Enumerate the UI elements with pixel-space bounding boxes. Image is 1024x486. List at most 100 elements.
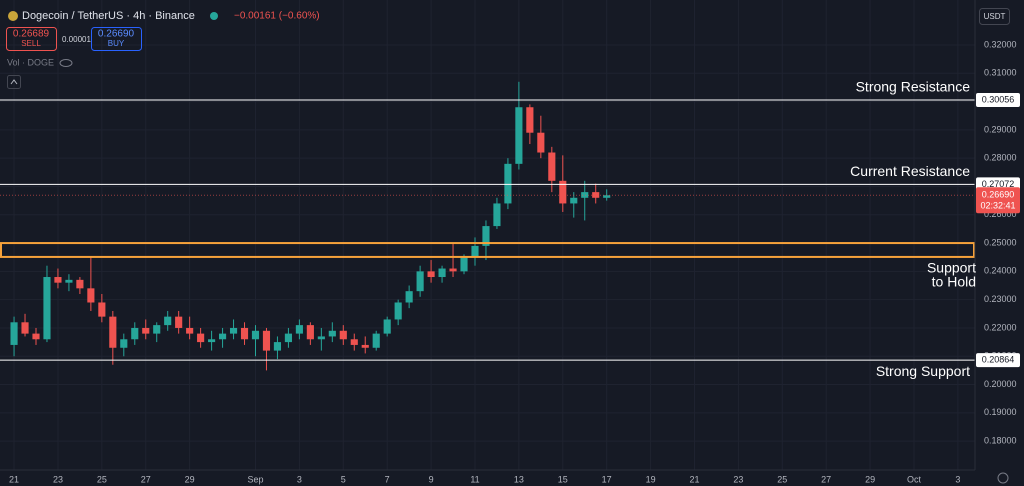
- candle-body: [10, 322, 18, 345]
- x-tick-label: 21: [689, 474, 699, 484]
- x-tick-label: 29: [185, 474, 195, 484]
- x-tick-label: 9: [429, 474, 434, 484]
- candle-body: [251, 330, 260, 340]
- candle-body: [548, 152, 556, 181]
- sell-label[interactable]: SELL: [21, 39, 41, 48]
- candle-body: [43, 277, 51, 340]
- x-tick-label: 25: [97, 474, 107, 484]
- currency-button[interactable]: [979, 8, 1010, 25]
- buy-price[interactable]: 0.26690: [98, 29, 135, 40]
- market-status: [210, 12, 218, 20]
- candle-body: [339, 330, 347, 340]
- candle-body: [504, 163, 512, 204]
- buy-button[interactable]: [91, 27, 142, 51]
- candle-body: [372, 333, 380, 348]
- x-tick-label: Oct: [907, 474, 922, 484]
- candle-body: [427, 271, 435, 278]
- x-tick-label: 13: [514, 474, 524, 484]
- y-tick-label: 0.24000: [984, 266, 1017, 276]
- candle-body: [21, 322, 29, 334]
- buy-label[interactable]: BUY: [108, 39, 125, 48]
- candle-body: [262, 330, 271, 351]
- level-price-label: 0.30056: [982, 94, 1015, 104]
- last-price-tag: [976, 187, 1020, 214]
- level-price-label: 0.20864: [982, 354, 1015, 364]
- candle-body: [32, 333, 40, 340]
- spread: 0.00001: [62, 35, 91, 44]
- candle-body: [416, 271, 424, 292]
- level-label: Strong Support: [876, 363, 970, 379]
- x-tick-label: 3: [297, 474, 302, 484]
- candle-body: [65, 279, 73, 283]
- x-tick-label: 27: [141, 474, 151, 484]
- candle-body: [361, 344, 369, 348]
- candle-body: [142, 327, 150, 334]
- candle-body: [350, 339, 358, 345]
- candle-body: [328, 330, 336, 337]
- level-price-tag: [976, 353, 1020, 368]
- y-tick-label: 0.29000: [984, 124, 1017, 134]
- candle-body: [120, 339, 128, 348]
- candle-body: [603, 195, 611, 198]
- x-tick-label: 15: [558, 474, 568, 484]
- candle-body: [219, 333, 227, 340]
- candle-body: [526, 107, 534, 133]
- y-tick-label: 0.32000: [984, 39, 1017, 49]
- y-tick-label: 0.19000: [984, 407, 1017, 417]
- candle-body: [449, 268, 457, 272]
- candle-body: [153, 325, 161, 334]
- currency-label[interactable]: USDT: [984, 12, 1006, 21]
- settings-icon[interactable]: [997, 472, 1009, 484]
- candle-body: [208, 339, 216, 343]
- candle-body: [405, 291, 413, 303]
- candle-body: [197, 333, 205, 343]
- candle-body: [164, 316, 172, 326]
- candle-body: [273, 342, 282, 351]
- candle-body: [537, 132, 545, 153]
- x-tick-label: 25: [777, 474, 787, 484]
- y-tick-label: 0.31000: [984, 68, 1017, 78]
- collapse-icon: [10, 79, 18, 85]
- coin-icon: [8, 11, 18, 21]
- candle-body: [109, 316, 117, 348]
- candle-body: [493, 203, 501, 227]
- candle-body: [131, 327, 139, 340]
- candle-body: [570, 197, 578, 204]
- candle-body: [581, 192, 589, 198]
- level-price-label: 0.27072: [982, 179, 1015, 189]
- x-tick-label: 3: [955, 474, 960, 484]
- price-change: −0.00161 (−0.60%): [234, 11, 320, 22]
- support-zone-label: Support: [927, 260, 976, 276]
- candle-body: [471, 245, 479, 258]
- candle-body: [295, 325, 303, 334]
- bar-countdown: 02:32:41: [980, 201, 1015, 211]
- level-label: Strong Resistance: [856, 79, 971, 95]
- collapse-button[interactable]: [7, 75, 21, 89]
- y-tick-label: 0.22000: [984, 322, 1017, 332]
- sell-button[interactable]: [6, 27, 57, 51]
- candle-body: [460, 257, 468, 272]
- symbol-title[interactable]: Dogecoin / TetherUS · 4h · Binance: [22, 10, 195, 22]
- y-tick-label: 0.28000: [984, 153, 1017, 163]
- level-price-tag: [976, 92, 1020, 107]
- candle-body: [240, 327, 249, 340]
- x-tick-label: 5: [341, 474, 346, 484]
- x-tick-label: 7: [385, 474, 390, 484]
- support-zone-label: to Hold: [932, 274, 976, 290]
- candle-body: [383, 319, 391, 334]
- candle-body: [87, 288, 95, 303]
- candle-body: [54, 277, 62, 283]
- y-tick-label: 0.18000: [984, 436, 1017, 446]
- visibility-icon[interactable]: [59, 59, 73, 67]
- candle-body: [306, 325, 314, 340]
- level-label: Current Resistance: [850, 163, 970, 179]
- x-tick-label: 19: [646, 474, 656, 484]
- candle-body: [98, 302, 106, 317]
- y-tick-label: 0.25000: [984, 237, 1017, 247]
- sell-price[interactable]: 0.26689: [13, 29, 50, 40]
- candle-body: [394, 302, 402, 320]
- y-tick-label: 0.26000: [984, 209, 1017, 219]
- volume-label: Vol · DOGE: [7, 57, 54, 67]
- x-tick-label: 17: [602, 474, 612, 484]
